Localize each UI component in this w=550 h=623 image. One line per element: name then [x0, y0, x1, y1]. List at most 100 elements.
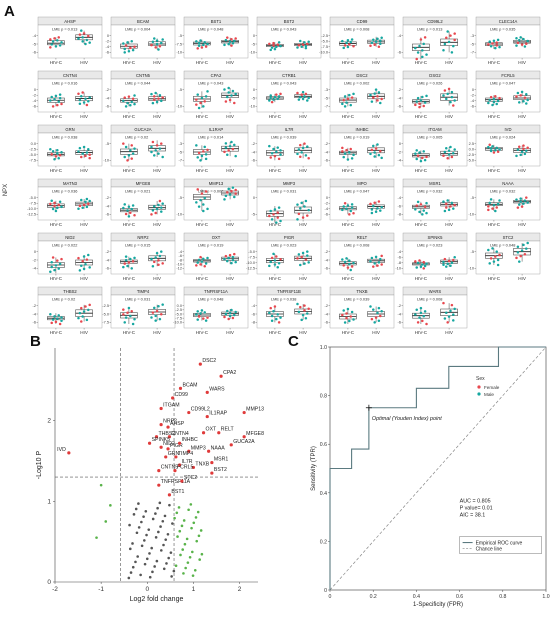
data-point — [374, 40, 378, 44]
data-point — [300, 318, 303, 322]
data-point — [370, 41, 374, 45]
data-point — [160, 41, 163, 45]
background-point — [147, 528, 151, 531]
data-point — [84, 200, 87, 204]
sex-legend: Sex Female Male — [476, 376, 500, 397]
data-point — [422, 42, 425, 46]
data-point — [419, 38, 423, 41]
y-tick-label: 2.5 — [469, 141, 474, 146]
data-point — [369, 202, 372, 206]
data-point — [224, 254, 228, 258]
x-tick-label: HIV-C — [415, 276, 428, 281]
data-point — [345, 41, 348, 45]
background-point — [136, 555, 139, 558]
data-point — [223, 198, 226, 201]
data-point — [85, 103, 89, 107]
y-tick-label: -2.5 — [102, 303, 109, 308]
y-tick-label: -3 — [179, 141, 182, 146]
facet-p-value: LME p = 0.038 — [52, 135, 77, 140]
background-point — [99, 483, 103, 487]
data-point — [202, 43, 205, 47]
data-point — [223, 88, 226, 91]
x-tick-label: HIV-C — [123, 276, 136, 281]
facet-bst1: BST1 LME p = 0.048 -5 -7.5 -10 HIV-C HIV — [175, 16, 249, 65]
data-point — [422, 314, 425, 318]
x-tick-label: HIV — [445, 222, 454, 227]
facet-p-value: LME p = 0.002 — [344, 81, 369, 86]
x-tick-label: HIV-C — [342, 114, 355, 119]
data-point — [498, 45, 501, 49]
data-point — [58, 322, 62, 326]
y-tick-label: 0.2 — [320, 539, 327, 545]
data-point — [226, 191, 229, 194]
x-tick-label: HIV-C — [123, 330, 136, 335]
data-point — [419, 159, 423, 163]
data-point — [196, 47, 199, 50]
y-tick-label: -10 — [395, 266, 401, 271]
data-point — [277, 321, 281, 324]
x-tick-label: HIV — [299, 60, 308, 65]
y-tick-label: -6 — [398, 255, 401, 260]
data-point — [58, 96, 62, 100]
data-point — [226, 95, 229, 99]
x-tick-label: HIV — [80, 330, 89, 335]
y-tick-label: -2.5 — [175, 307, 182, 312]
background-point — [177, 506, 181, 509]
x-axis-label: 1-Specificity (FPR) — [413, 602, 463, 608]
facet-plot-area — [256, 24, 322, 59]
data-point — [341, 39, 344, 43]
data-point — [234, 37, 237, 40]
facet-cpa2: CPA2 LME p = 0.043 -5 -10 HIV-C HIV — [176, 70, 249, 119]
y-tick-label: -3 — [325, 87, 328, 92]
data-point — [231, 255, 235, 259]
facet-matn3: MATN3 LME p = 0.036 -5.0-7.5-10.0-12.5 HIV-… — [27, 178, 103, 227]
data-point — [154, 319, 157, 322]
facet-ctrb1: CTRB1 LME p = 0.043 0 -5 -10 HIV-C HIV — [249, 70, 322, 119]
data-point — [296, 218, 299, 221]
facet-title: DSG2 — [429, 73, 441, 78]
background-point — [195, 539, 199, 543]
data-point — [153, 260, 156, 264]
data-point — [452, 152, 455, 155]
legend-item: Male — [484, 392, 494, 397]
data-point — [49, 313, 52, 316]
data-point — [419, 203, 423, 206]
data-point — [346, 158, 350, 161]
data-point — [88, 96, 91, 99]
data-point — [348, 319, 351, 323]
panel-label-c: C — [288, 333, 299, 350]
background-point — [140, 544, 144, 548]
data-point — [299, 95, 302, 99]
facet-grid: NPX AHSP LME p = 0.013 -4 -5 -6 HIV-C HIV BCAM LM… — [3, 16, 541, 397]
data-point — [374, 88, 378, 91]
facet-title: TNFRSF11B — [277, 289, 301, 294]
y-tick-label: -4 — [398, 311, 402, 316]
data-point — [525, 149, 528, 153]
data-point — [446, 157, 449, 160]
data-point — [204, 319, 208, 322]
x-tick-label: HIV-C — [342, 168, 355, 173]
background-point — [194, 516, 198, 519]
data-point — [372, 144, 375, 148]
data-point — [519, 36, 522, 39]
significant-point — [167, 435, 172, 439]
data-point — [372, 265, 375, 268]
y-tick-label: -4 — [33, 33, 37, 38]
facet-plot-area — [37, 240, 103, 275]
data-point — [492, 260, 496, 263]
data-point — [304, 92, 308, 96]
data-point — [202, 209, 205, 213]
data-point — [418, 102, 421, 106]
x-tick-label: HIV — [153, 330, 162, 335]
data-point — [195, 98, 198, 101]
data-point — [453, 32, 456, 35]
y-tick-label: -10.0 — [173, 320, 183, 325]
data-point — [223, 43, 226, 47]
data-point — [304, 258, 308, 261]
data-point — [442, 200, 445, 203]
data-point — [272, 44, 275, 47]
background-point — [161, 519, 165, 523]
data-point — [204, 45, 208, 48]
background-point — [95, 536, 98, 539]
data-point — [495, 146, 498, 150]
